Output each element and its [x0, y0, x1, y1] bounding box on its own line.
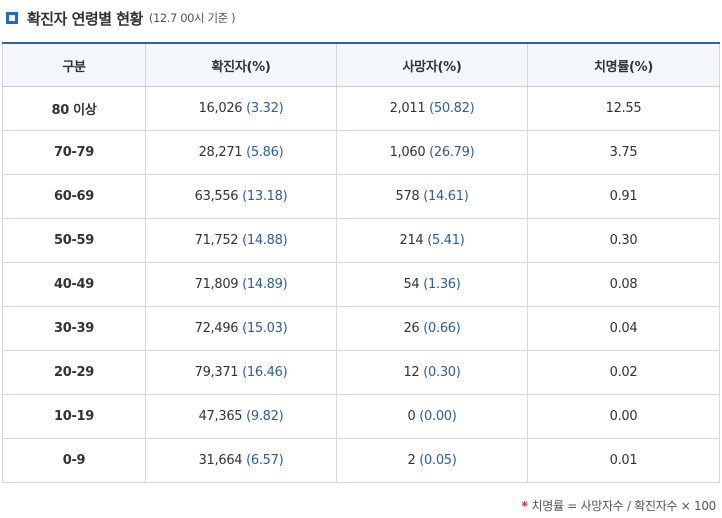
table-header-row: 구분 확진자(%) 사망자(%) 치명률(%): [2, 42, 720, 87]
confirmed-cell-value: 63,556: [194, 189, 239, 204]
deaths-cell-value: 214: [399, 233, 424, 248]
deaths-cell-value: 26: [403, 321, 420, 336]
row-group-label: 30-39: [2, 306, 146, 351]
row-group-label: 60-69: [2, 174, 146, 219]
fatality-rate-cell: 0.00: [527, 394, 720, 439]
deaths-cell-percent: (0.66): [423, 321, 461, 336]
fatality-rate-cell: 3.75: [527, 130, 720, 175]
confirmed-cell: 71,752 (14.88): [145, 218, 337, 263]
fatality-rate-cell: 0.01: [527, 438, 720, 483]
deaths-cell-value: 2,011: [389, 101, 426, 116]
confirmed-cell-value: 31,664: [198, 453, 243, 468]
table-row: 0-9 31,664 (6.57) 2 (0.05) 0.01: [2, 438, 720, 483]
table-row: 80 이상 16,026 (3.32) 2,011 (50.82) 12.55: [2, 86, 720, 131]
deaths-cell-value: 54: [403, 277, 420, 292]
confirmed-cell: 28,271 (5.86): [145, 130, 337, 175]
confirmed-cell: 16,026 (3.32): [145, 86, 337, 131]
deaths-cell-value: 12: [403, 365, 420, 380]
table-row: 70-79 28,271 (5.86) 1,060 (26.79) 3.75: [2, 130, 720, 175]
row-group-label: 50-59: [2, 218, 146, 263]
footnote: * 치명률 = 사망자수 / 확진자수 × 100: [521, 497, 717, 514]
deaths-cell-value: 578: [395, 189, 420, 204]
confirmed-cell-value: 71,752: [194, 233, 239, 248]
deaths-cell: 2 (0.05): [336, 438, 528, 483]
confirmed-cell-percent: (5.86): [246, 145, 284, 160]
deaths-cell: 214 (5.41): [336, 218, 528, 263]
fatality-rate-cell: 0.91: [527, 174, 720, 219]
deaths-cell-percent: (1.36): [423, 277, 461, 292]
deaths-cell-value: 1,060: [389, 145, 426, 160]
confirmed-cell-value: 79,371: [194, 365, 239, 380]
row-group-label: 10-19: [2, 394, 146, 439]
table-row: 60-69 63,556 (13.18) 578 (14.61) 0.91: [2, 174, 720, 219]
deaths-cell-value: 0: [407, 409, 416, 424]
deaths-cell: 0 (0.00): [336, 394, 528, 439]
confirmed-cell-percent: (6.57): [246, 453, 284, 468]
deaths-cell-percent: (0.00): [419, 409, 457, 424]
deaths-cell-percent: (14.61): [423, 189, 469, 204]
table-row: 10-19 47,365 (9.82) 0 (0.00) 0.00: [2, 394, 720, 439]
confirmed-cell-value: 28,271: [198, 145, 243, 160]
table-row: 20-29 79,371 (16.46) 12 (0.30) 0.02: [2, 350, 720, 395]
page-subtitle: (12.7 00시 기준 ): [148, 11, 236, 25]
confirmed-cell: 71,809 (14.89): [145, 262, 337, 307]
section-title: 확진자 연령별 현황 (12.7 00시 기준 ): [6, 8, 236, 28]
deaths-cell: 26 (0.66): [336, 306, 528, 351]
column-header-fatality: 치명률(%): [527, 42, 720, 87]
deaths-cell-percent: (26.79): [429, 145, 475, 160]
confirmed-cell-percent: (16.46): [242, 365, 288, 380]
page-title: 확진자 연령별 현황: [27, 9, 143, 28]
fatality-rate-cell: 12.55: [527, 86, 720, 131]
confirmed-cell: 63,556 (13.18): [145, 174, 337, 219]
table-body: 80 이상 16,026 (3.32) 2,011 (50.82) 12.55 70-7…: [2, 86, 720, 483]
confirmed-cell: 47,365 (9.82): [145, 394, 337, 439]
table-row: 30-39 72,496 (15.03) 26 (0.66) 0.04: [2, 306, 720, 351]
table-row: 50-59 71,752 (14.88) 214 (5.41) 0.30: [2, 218, 720, 263]
confirmed-cell-percent: (3.32): [246, 101, 284, 116]
footnote-marker: *: [521, 499, 528, 513]
square-bullet-icon: [6, 12, 18, 24]
confirmed-cell-percent: (13.18): [242, 189, 288, 204]
fatality-rate-cell: 0.02: [527, 350, 720, 395]
confirmed-cell-value: 16,026: [198, 101, 243, 116]
confirmed-cell: 31,664 (6.57): [145, 438, 337, 483]
confirmed-cell-percent: (14.88): [242, 233, 288, 248]
table-row: 40-49 71,809 (14.89) 54 (1.36) 0.08: [2, 262, 720, 307]
age-stats-table: 구분 확진자(%) 사망자(%) 치명률(%) 80 이상 16,026 (3.3…: [2, 42, 720, 483]
row-group-label: 0-9: [2, 438, 146, 483]
column-header-deaths: 사망자(%): [336, 42, 528, 87]
confirmed-cell-value: 71,809: [194, 277, 239, 292]
deaths-cell: 54 (1.36): [336, 262, 528, 307]
confirmed-cell-value: 72,496: [194, 321, 239, 336]
deaths-cell: 578 (14.61): [336, 174, 528, 219]
deaths-cell: 12 (0.30): [336, 350, 528, 395]
footnote-text: 치명률 = 사망자수 / 확진자수 × 100: [531, 499, 717, 513]
fatality-rate-cell: 0.08: [527, 262, 720, 307]
confirmed-cell-percent: (15.03): [242, 321, 288, 336]
deaths-cell-percent: (5.41): [427, 233, 465, 248]
column-header-confirmed: 확진자(%): [145, 42, 337, 87]
confirmed-cell-percent: (9.82): [246, 409, 284, 424]
deaths-cell: 1,060 (26.79): [336, 130, 528, 175]
row-group-label: 70-79: [2, 130, 146, 175]
deaths-cell-percent: (0.05): [419, 453, 457, 468]
deaths-cell-percent: (0.30): [423, 365, 461, 380]
row-group-label: 80 이상: [2, 86, 146, 131]
fatality-rate-cell: 0.04: [527, 306, 720, 351]
fatality-rate-cell: 0.30: [527, 218, 720, 263]
row-group-label: 20-29: [2, 350, 146, 395]
deaths-cell: 2,011 (50.82): [336, 86, 528, 131]
column-header-group: 구분: [2, 42, 146, 87]
confirmed-cell: 72,496 (15.03): [145, 306, 337, 351]
confirmed-cell: 79,371 (16.46): [145, 350, 337, 395]
confirmed-cell-value: 47,365: [198, 409, 243, 424]
confirmed-cell-percent: (14.89): [242, 277, 288, 292]
row-group-label: 40-49: [2, 262, 146, 307]
deaths-cell-percent: (50.82): [429, 101, 475, 116]
deaths-cell-value: 2: [407, 453, 416, 468]
